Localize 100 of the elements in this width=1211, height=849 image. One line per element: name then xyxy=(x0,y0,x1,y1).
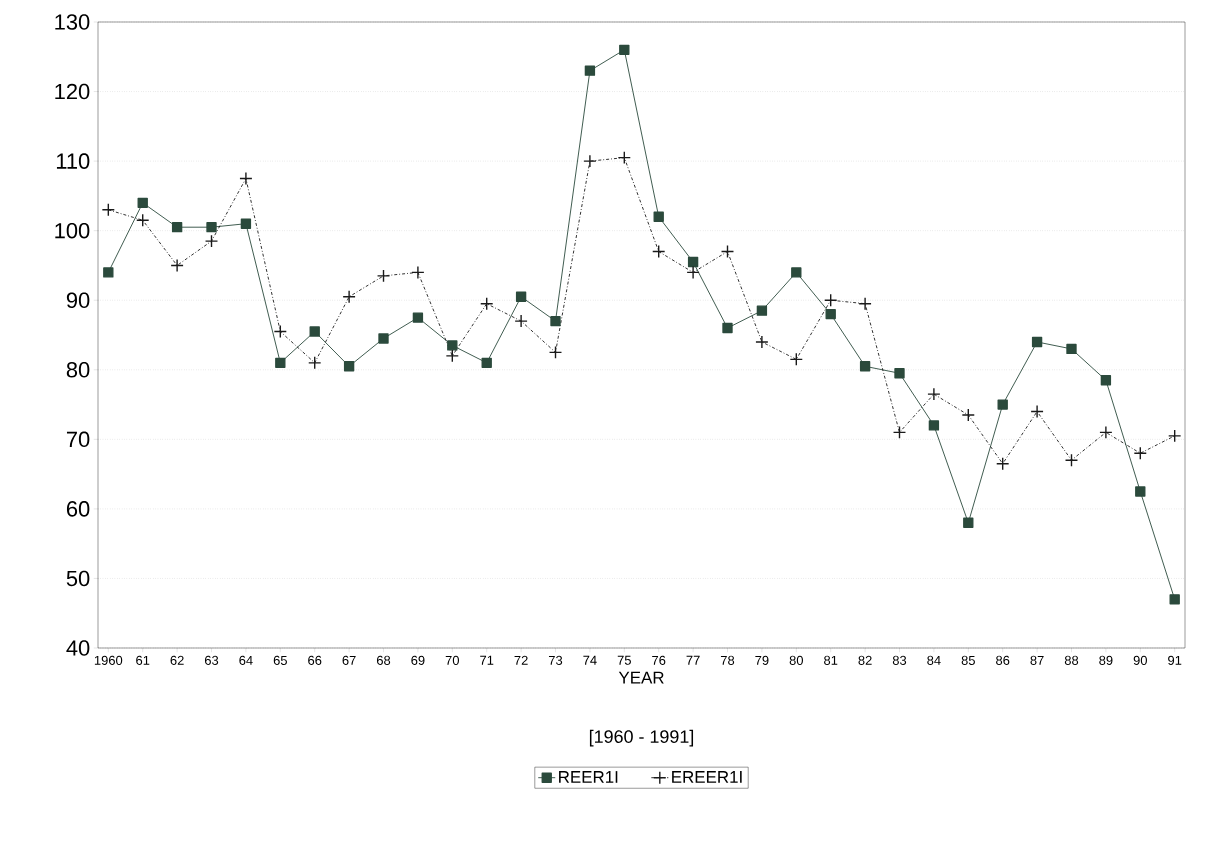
y-tick-label: 100 xyxy=(55,222,90,239)
point xyxy=(858,297,872,311)
x-axis-title: YEAR xyxy=(618,671,664,684)
point xyxy=(894,368,905,379)
x-tick-label: 67 xyxy=(342,655,356,665)
point xyxy=(170,258,184,273)
point xyxy=(515,291,527,302)
point xyxy=(447,340,458,351)
point xyxy=(1099,425,1113,440)
point xyxy=(343,361,355,372)
point xyxy=(652,244,666,259)
point xyxy=(961,408,975,422)
x-tick-label: 91 xyxy=(1168,655,1182,665)
text: [1960 - 1991] xyxy=(589,729,694,747)
y-tick-label: 80 xyxy=(66,362,90,378)
y-tick-label: 120 xyxy=(55,83,90,100)
point xyxy=(550,315,561,327)
point xyxy=(825,308,836,320)
point xyxy=(1066,343,1077,355)
point xyxy=(996,457,1010,471)
y-tick-label: 60 xyxy=(66,501,90,517)
point xyxy=(101,203,115,217)
x-tick-label: 89 xyxy=(1099,655,1113,665)
point xyxy=(136,213,150,227)
point xyxy=(1030,404,1044,419)
x-tick-label: 81 xyxy=(824,655,838,665)
point xyxy=(755,335,769,349)
point xyxy=(720,244,735,259)
x-tick-label: 83 xyxy=(892,655,907,665)
x-tick-label: 85 xyxy=(961,655,975,665)
x-tick-label: 74 xyxy=(583,655,597,665)
point xyxy=(342,290,356,304)
x-tick-label: 61 xyxy=(136,655,150,665)
x-tick-label: 68 xyxy=(376,655,391,665)
y-tick-label: 90 xyxy=(66,292,90,308)
y-tick-label: 40 xyxy=(66,640,90,656)
x-tick-label: 86 xyxy=(996,655,1010,665)
x-tick-label: 77 xyxy=(686,655,700,665)
x-tick-label: 63 xyxy=(204,655,219,665)
point xyxy=(1168,429,1182,443)
point xyxy=(1135,486,1146,497)
point xyxy=(583,154,597,168)
point xyxy=(617,150,631,165)
point xyxy=(412,312,424,323)
point xyxy=(171,222,183,233)
point xyxy=(239,171,253,186)
point xyxy=(892,425,907,440)
point xyxy=(722,322,733,334)
x-tick-label: 76 xyxy=(652,655,666,665)
x-tick-label: 70 xyxy=(445,655,460,665)
x-tick-label: 80 xyxy=(789,655,803,665)
point xyxy=(963,517,974,528)
y-tick-label: 70 xyxy=(66,431,90,448)
point xyxy=(275,357,286,369)
x-tick-label: 90 xyxy=(1133,655,1147,665)
x-tick-label: 78 xyxy=(720,655,735,665)
point xyxy=(378,333,389,344)
x-tick-label: 82 xyxy=(858,655,872,665)
point xyxy=(1031,336,1043,348)
x-tick-label: 87 xyxy=(1030,655,1044,665)
x-tick-label: 75 xyxy=(617,655,631,665)
legend-label: REER1I xyxy=(559,771,618,783)
point xyxy=(619,44,630,56)
x-tick-label: 1960 xyxy=(94,655,123,665)
x-tick-label: 66 xyxy=(308,655,322,665)
point xyxy=(686,265,700,280)
point xyxy=(309,326,320,337)
point xyxy=(445,349,459,363)
point xyxy=(240,218,252,229)
point xyxy=(514,314,528,328)
point xyxy=(204,234,219,248)
point xyxy=(928,420,940,431)
x-tick-label: 88 xyxy=(1064,655,1079,665)
y-tick-label: 50 xyxy=(66,570,90,587)
point xyxy=(653,211,664,222)
y-tick-label: 110 xyxy=(56,153,90,169)
point xyxy=(273,324,287,339)
point xyxy=(411,265,425,280)
point xyxy=(137,197,148,209)
x-tick-label: 64 xyxy=(239,655,253,665)
point xyxy=(789,352,803,367)
point xyxy=(481,357,492,369)
point xyxy=(1100,375,1112,386)
point xyxy=(584,65,596,76)
point xyxy=(756,305,768,316)
x-tick-label: 65 xyxy=(273,655,287,665)
x-tick-label: 71 xyxy=(480,655,494,665)
x-tick-label: 72 xyxy=(514,655,528,665)
point xyxy=(687,256,699,268)
x-tick-label: 73 xyxy=(548,655,563,665)
point xyxy=(206,222,217,233)
point xyxy=(927,387,941,401)
point xyxy=(1064,453,1079,467)
point xyxy=(548,345,563,360)
point xyxy=(308,356,322,370)
point xyxy=(824,293,838,307)
point xyxy=(1169,594,1180,605)
y-tick-label: 130 xyxy=(55,14,90,30)
point xyxy=(859,361,871,372)
legend-label: EREER1I xyxy=(672,771,742,783)
